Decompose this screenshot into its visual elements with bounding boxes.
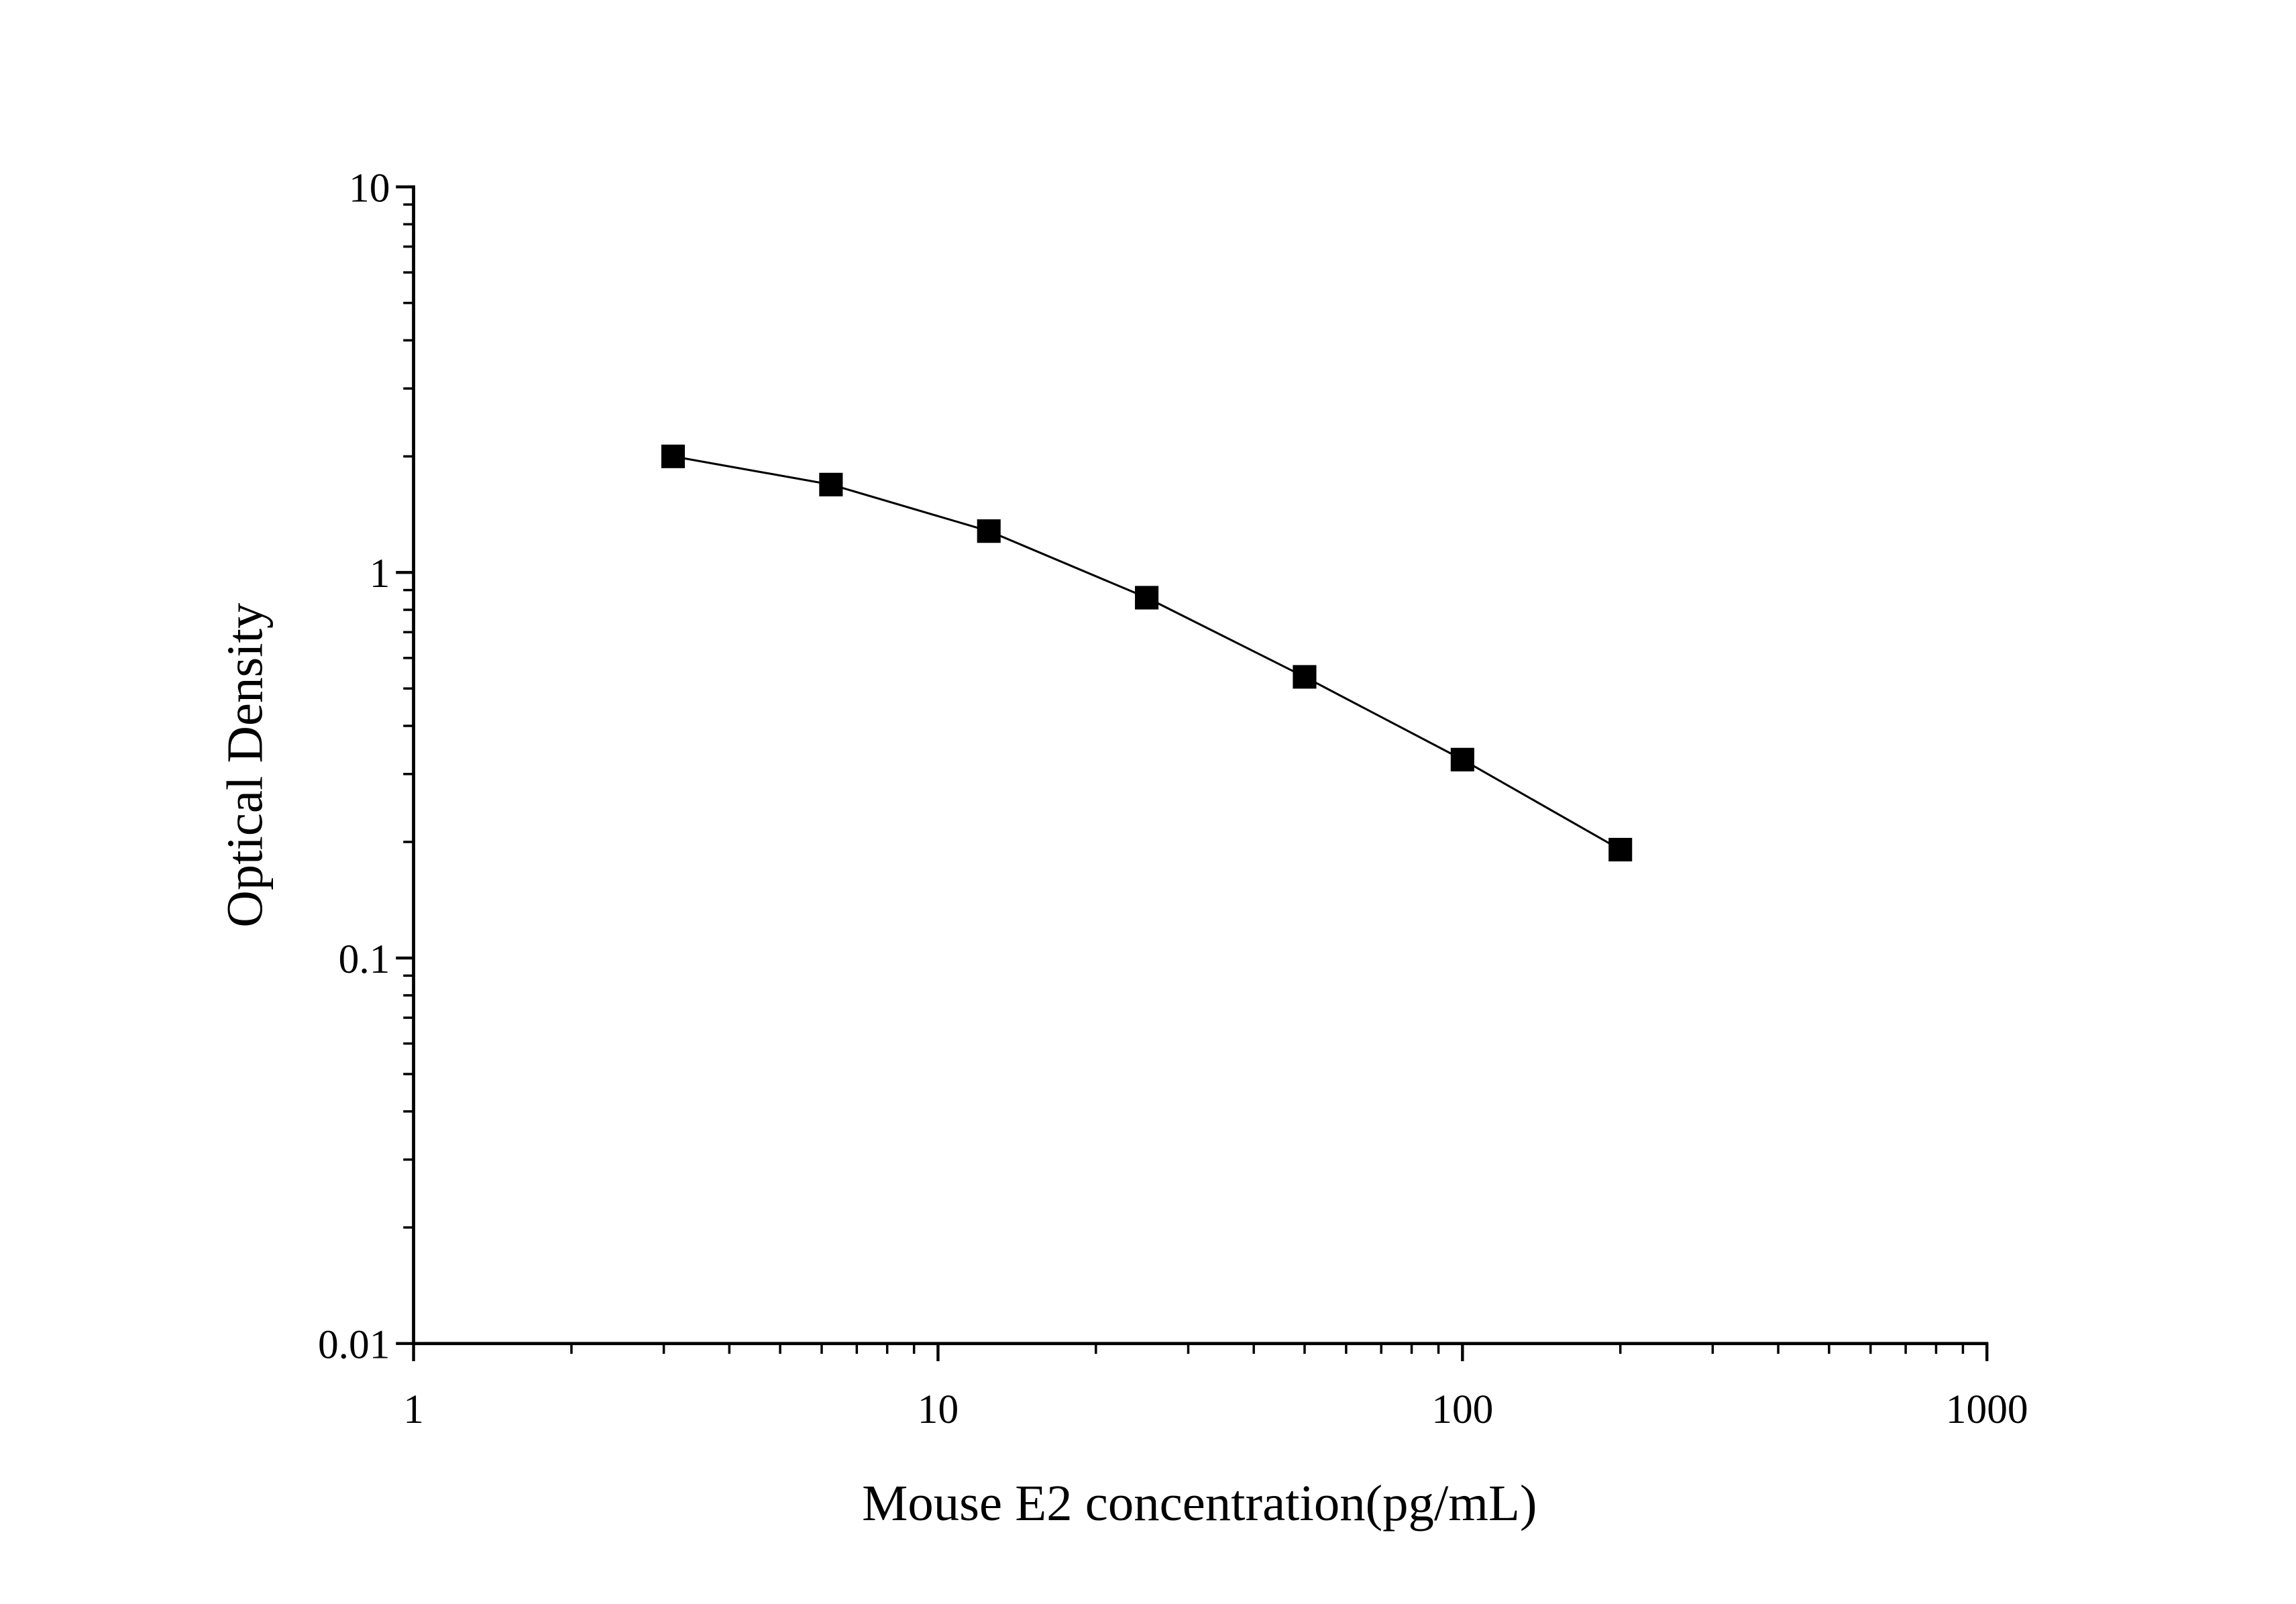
data-point-marker <box>661 444 686 468</box>
data-point-marker <box>1608 837 1633 862</box>
x-axis-label: Mouse E2 concentration(pg/mL) <box>862 1475 1537 1532</box>
data-point-marker <box>1450 747 1474 771</box>
y-tick-label: 0.01 <box>318 1322 390 1368</box>
y-axis-label: Optical Density <box>217 602 274 927</box>
data-point-marker <box>819 472 843 496</box>
x-tick-label: 1 <box>403 1387 424 1432</box>
data-point-marker <box>1293 665 1317 689</box>
series <box>661 444 1633 862</box>
tick-labels: 1 10 100 1000 0.01 0.1 1 10 <box>318 166 2028 1433</box>
series-line <box>673 455 1621 851</box>
y-tick-label: 10 <box>349 166 390 211</box>
data-point-marker <box>1135 586 1159 610</box>
axes <box>396 185 1989 1362</box>
x-tick-label: 1000 <box>1946 1387 2028 1432</box>
data-point-marker <box>977 519 1001 543</box>
y-tick-label: 1 <box>370 551 390 596</box>
x-tick-label: 100 <box>1431 1387 1493 1432</box>
y-tick-label: 0.1 <box>339 937 390 982</box>
x-tick-label: 10 <box>918 1387 959 1432</box>
